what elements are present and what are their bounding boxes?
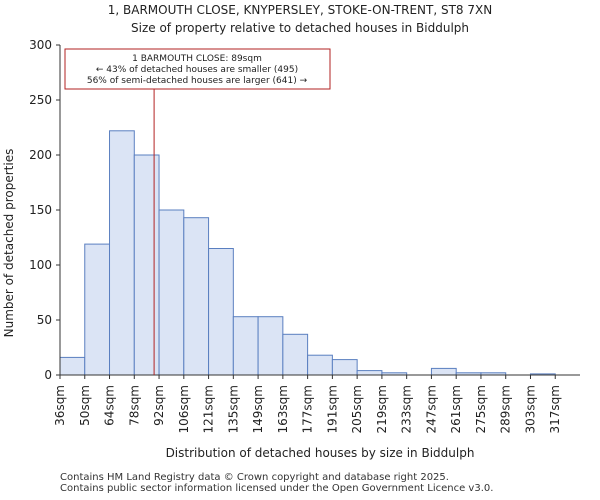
bar-92sqm (158, 209, 185, 376)
chart: 1, BARMOUTH CLOSE, KNYPERSLEY, STOKE-ON-… (2, 3, 580, 460)
footer-line-1: Contains HM Land Registry data © Crown c… (60, 472, 449, 483)
footer: Contains HM Land Registry data © Crown c… (60, 472, 493, 494)
bar-205sqm (356, 370, 383, 376)
annotation-rect (64, 48, 331, 90)
bar-50sqm (84, 243, 111, 376)
bar-36sqm (59, 356, 86, 376)
y-tick-label-100: 100 (29, 258, 52, 272)
chart-subtitle: Size of property relative to detached ho… (131, 21, 469, 35)
bar-177sqm (307, 354, 333, 376)
bar-247sqm (430, 367, 457, 376)
annotation-line-3: 56% of semi-detached houses are larger (… (87, 76, 308, 86)
y-axis-label: Number of detached properties (2, 149, 16, 338)
x-tick-label-303sqm: 303sqm (523, 385, 537, 433)
x-tick-label-205sqm: 205sqm (350, 385, 364, 433)
x-axis-label: Distribution of detached houses by size … (166, 446, 475, 460)
x-tick-label-177sqm: 177sqm (301, 385, 315, 433)
bar-191sqm (331, 359, 358, 376)
bar-64sqm (109, 130, 135, 376)
x-tick-label-50sqm: 50sqm (78, 385, 92, 426)
bar-149sqm (257, 316, 284, 376)
x-tick-label-78sqm: 78sqm (127, 385, 141, 426)
annotation-box: 1 BARMOUTH CLOSE: 89sqm ← 43% of detache… (64, 48, 331, 90)
chart-title: 1, BARMOUTH CLOSE, KNYPERSLEY, STOKE-ON-… (108, 3, 492, 17)
y-tick-label-300: 300 (29, 38, 52, 52)
bar-121sqm (208, 248, 234, 376)
footer-line-2: Contains public sector information licen… (60, 483, 494, 494)
x-tick-label-289sqm: 289sqm (499, 385, 513, 433)
bar-78sqm (133, 154, 160, 376)
x-tick-label-191sqm: 191sqm (325, 385, 339, 433)
x-tick-label-163sqm: 163sqm (276, 385, 290, 433)
y-tick-label-50: 50 (37, 313, 52, 327)
bar-106sqm (183, 217, 210, 376)
x-tick-label-92sqm: 92sqm (152, 385, 166, 426)
bar-135sqm (232, 316, 259, 376)
x-tick-label-219sqm: 219sqm (375, 385, 389, 433)
x-tick-label-64sqm: 64sqm (103, 385, 117, 426)
x-tick-label-135sqm: 135sqm (226, 385, 240, 433)
x-tick-label-275sqm: 275sqm (474, 385, 488, 433)
x-tick-label-247sqm: 247sqm (424, 385, 438, 433)
x-tick-label-121sqm: 121sqm (202, 385, 216, 433)
annotation-line-2: ← 43% of detached houses are smaller (49… (96, 65, 298, 75)
y-tick-label-150: 150 (29, 203, 52, 217)
x-tick-label-149sqm: 149sqm (251, 385, 265, 433)
x-tick-label-36sqm: 36sqm (53, 385, 67, 426)
x-tick-label-106sqm: 106sqm (177, 385, 191, 433)
annotation-line-1: 1 BARMOUTH CLOSE: 89sqm (132, 54, 262, 64)
bar-163sqm (282, 333, 309, 376)
x-tick-label-261sqm: 261sqm (449, 385, 463, 433)
x-tick-label-317sqm: 317sqm (548, 385, 562, 433)
y-tick-label-200: 200 (29, 148, 52, 162)
x-tick-label-233sqm: 233sqm (400, 385, 414, 433)
y-tick-label-250: 250 (29, 93, 52, 107)
y-tick-label-0: 0 (44, 368, 52, 382)
